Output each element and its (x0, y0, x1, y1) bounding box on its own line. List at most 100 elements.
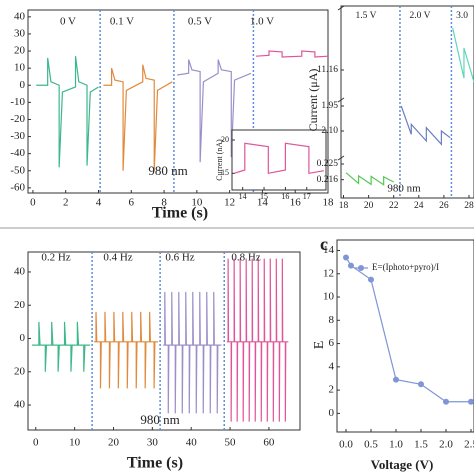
x-tick-label: 20 (364, 201, 374, 211)
segment-label: 0.1 V (110, 16, 134, 28)
segment-label: 0.2 Hz (41, 252, 70, 264)
axis-break (337, 97, 345, 103)
plot-frame (336, 239, 474, 433)
line-series (31, 321, 91, 372)
x-tick-label: 1.5 (414, 439, 428, 451)
x-tick-label: 4 (96, 197, 102, 209)
plot-frame (340, 5, 474, 199)
x-tick-label: 12 (224, 197, 235, 209)
x-tick-label: 60 (263, 437, 275, 449)
y-tick-label: 0 (20, 332, 26, 344)
y-tick-label: 10 (323, 291, 335, 303)
segment-label: 0.6 Hz (165, 252, 194, 264)
y-axis-label: E (312, 341, 327, 350)
annotation: 980 nm (140, 412, 179, 427)
x-tick-label: 22 (389, 201, 399, 211)
y-tick-label: -10 (10, 96, 25, 108)
line-series (36, 56, 99, 168)
x-axis-label: Voltage (V) (371, 457, 434, 472)
y-tick-label: 4 (329, 360, 335, 372)
marker (343, 254, 349, 261)
x-tick-label: 17 (303, 192, 311, 201)
x-tick-label: 30 (147, 437, 159, 449)
legend-label: E=(Iphoto+pyro)/I (372, 262, 439, 272)
y-tick-label: 1.95 (321, 101, 338, 111)
x-tick-label: 14 (257, 197, 269, 209)
segment-label: 3.0 (456, 11, 468, 21)
y-tick-label: 20 (221, 135, 229, 144)
y-tick-label: 20 (14, 365, 26, 377)
x-tick-label: 8 (161, 197, 167, 209)
line-series (177, 59, 252, 163)
x-tick-label: 18 (323, 197, 335, 209)
y-tick-label: -60 (10, 181, 25, 193)
x-tick-label: 1.0 (389, 439, 403, 451)
line-series (226, 258, 289, 422)
plot-frame (27, 251, 301, 431)
y-axis-label: Current (nA) (215, 139, 224, 181)
y-tick-label: -30 (10, 130, 25, 142)
x-tick-label: 16 (281, 192, 289, 201)
x-tick-label: 0.0 (339, 439, 353, 451)
series-group (233, 142, 324, 175)
y-tick-label: 2.10 (321, 126, 338, 136)
segment-label: 0.5 V (188, 16, 212, 28)
y-tick-label: 12 (323, 267, 334, 279)
line-series (345, 257, 471, 403)
y-tick-label: 10 (14, 62, 26, 74)
y-tick-label: 0 (20, 79, 26, 91)
line-series (103, 64, 173, 171)
segment-label: 0.8 Hz (231, 252, 260, 264)
marker (368, 276, 374, 283)
y-tick-label: 40 (14, 399, 26, 411)
plot-frame (27, 9, 329, 194)
x-tick-label: 24 (414, 201, 424, 211)
x-tick-label: 2.0 (439, 439, 453, 451)
series-group (31, 258, 289, 422)
y-axis-label: Current (μA) (306, 69, 320, 132)
y-tick-label: 20 (14, 45, 26, 57)
line-series (400, 105, 451, 146)
x-axis-label: Time (s) (152, 205, 208, 222)
panel-label: c (320, 234, 328, 254)
segment-label: 0 V (60, 16, 76, 28)
segment-label: 1.5 V (356, 11, 377, 21)
x-tick-label: 15 (260, 192, 268, 201)
marker (393, 376, 399, 383)
x-tick-label: 10 (69, 437, 81, 449)
x-tick-label: 28 (464, 201, 474, 211)
y-tick-label: 20 (14, 299, 26, 311)
legend-marker (358, 265, 364, 271)
line-series (233, 142, 324, 175)
marker (418, 381, 424, 388)
x-tick-label: 50 (225, 437, 237, 449)
panel: 18 20 22 24 26 28 0.216 0.225 1.95 2.10 11.16 1.5 V… (306, 5, 474, 211)
plot-frame (231, 129, 327, 191)
line-series (452, 27, 474, 83)
x-tick-label: 6 (129, 197, 135, 209)
x-tick-label: 2 (63, 197, 69, 209)
y-tick-label: 11.16 (317, 65, 338, 75)
annotation: 980 nm (148, 163, 187, 178)
y-tick-label: -50 (10, 164, 25, 176)
line-series (94, 311, 159, 389)
y-tick-label: 0.225 (317, 159, 339, 169)
line-series (255, 50, 328, 58)
x-tick-label: 0 (33, 437, 39, 449)
x-tick-label: 0 (30, 197, 36, 209)
y-tick-label: 8 (329, 314, 335, 326)
x-tick-label: 20 (108, 437, 120, 449)
x-tick-label: 10 (191, 197, 203, 209)
y-tick-label: -20 (10, 113, 25, 125)
series-group (345, 27, 474, 186)
annotation: 980 nm (387, 183, 421, 195)
x-tick-label: 16 (290, 197, 302, 209)
axis-break (337, 155, 345, 161)
marker (348, 262, 354, 269)
line-series (345, 172, 394, 186)
line-series (163, 291, 222, 414)
x-tick-label: 26 (439, 201, 449, 211)
marker (443, 398, 449, 405)
x-tick-label: 14 (239, 192, 247, 201)
series-group (36, 50, 328, 171)
